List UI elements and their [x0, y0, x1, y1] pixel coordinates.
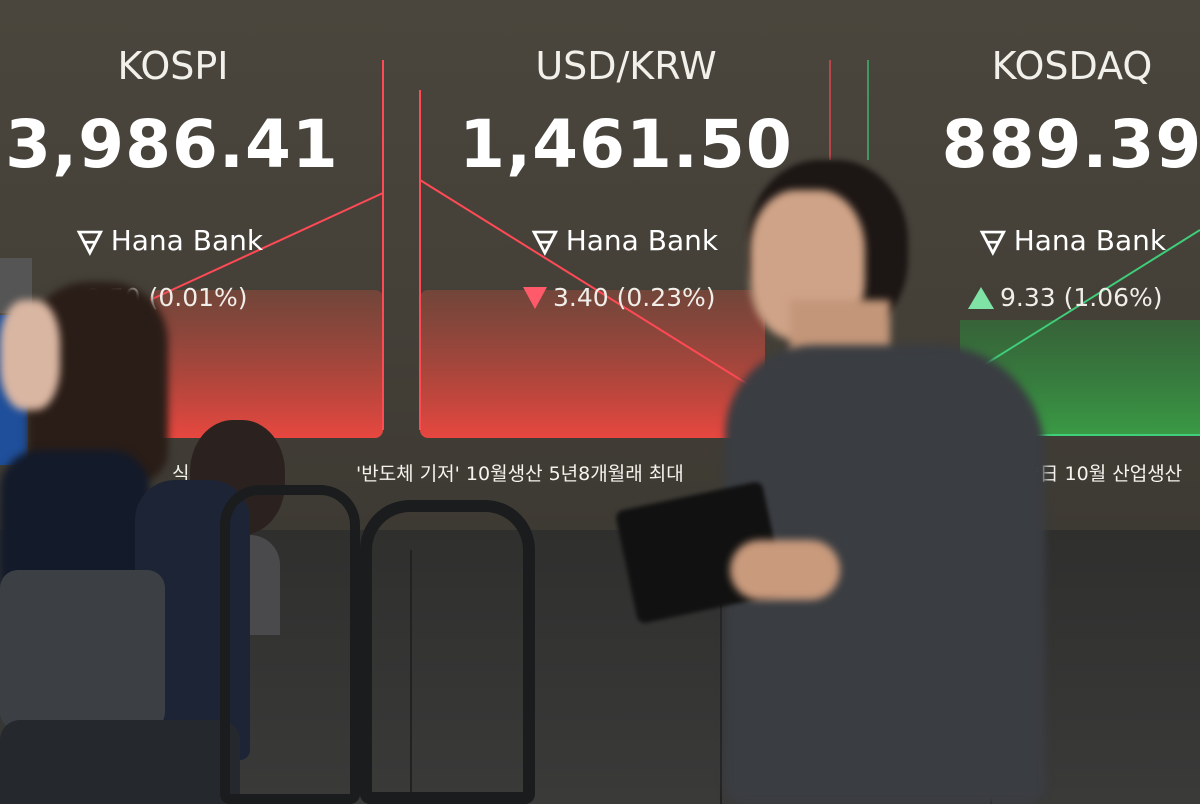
chair-1: [220, 485, 360, 804]
news-ticker-left: 식: [172, 463, 190, 485]
chair-base-left: [0, 720, 240, 804]
usdkrw-brand: 🜃 Hana Bank: [530, 206, 718, 275]
kospi-chart: [149, 60, 384, 438]
kospi-area: [150, 290, 383, 438]
usdkrw-label: USD/KRW: [535, 44, 717, 88]
kospi-label: KOSPI: [117, 44, 229, 88]
usdkrw-line: [419, 179, 766, 396]
kosdaq-brand: 🜃 Hana Bank: [978, 206, 1166, 275]
kosdaq-label: KOSDAQ: [991, 44, 1153, 88]
usdkrw-value: 1,461.50: [459, 106, 793, 183]
down-triangle-icon: [523, 286, 547, 309]
kospi-brand: 🜃 Hana Bank: [75, 206, 263, 275]
news-ticker-center: '반도체 기저' 10월생산 5년8개월래 최대: [356, 463, 684, 485]
up-triangle-icon: [968, 286, 994, 309]
man-hand: [730, 540, 840, 600]
kosdaq-line: [959, 229, 1200, 381]
hana-logo-icon: 🜃: [978, 224, 1008, 264]
kospi-value: 3,986.41: [5, 106, 339, 183]
kospi-line: [149, 192, 384, 301]
chair-2: [360, 500, 535, 804]
woman-body: [0, 450, 150, 590]
woman-face: [0, 300, 60, 410]
usdkrw-area: [420, 290, 765, 438]
usdkrw-chart: [419, 60, 831, 438]
kosdaq-value: 889.39: [941, 106, 1200, 183]
hana-logo-icon: 🜃: [530, 224, 560, 264]
usdkrw-change: 3.40 (0.23%): [523, 283, 716, 312]
news-ticker-right: *日 10월 산업생산: [1030, 463, 1183, 485]
kosdaq-change: 9.33 (1.06%): [968, 283, 1163, 312]
chair-back-left: [0, 570, 165, 730]
hana-logo-icon: 🜃: [75, 224, 105, 264]
